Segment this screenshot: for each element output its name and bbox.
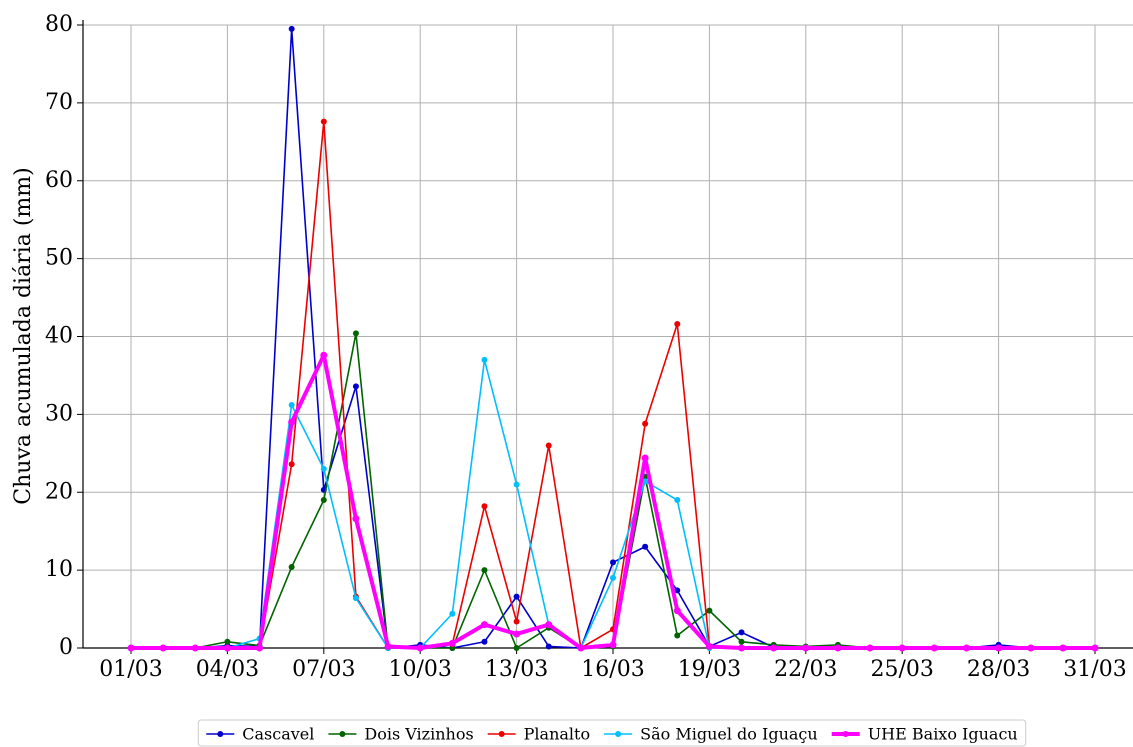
data-point <box>577 644 585 652</box>
data-point <box>513 645 520 651</box>
x-tick-label: 19/03 <box>678 657 741 682</box>
x-tick-label: 28/03 <box>967 657 1030 682</box>
data-point <box>384 642 392 650</box>
data-point <box>1091 644 1099 652</box>
x-tick-label: 22/03 <box>774 657 837 682</box>
data-point <box>224 638 231 645</box>
data-point <box>513 630 521 638</box>
data-point <box>834 644 842 652</box>
data-point <box>673 607 681 615</box>
data-point <box>545 643 552 650</box>
data-point <box>641 454 649 462</box>
y-tick-label: 70 <box>45 90 73 115</box>
data-point <box>513 593 520 600</box>
data-point <box>642 478 649 485</box>
legend-marker <box>498 731 505 737</box>
data-point <box>352 330 359 337</box>
data-point <box>481 503 488 510</box>
x-tick-label: 10/03 <box>388 657 451 682</box>
x-tick-label: 04/03 <box>196 657 259 682</box>
data-point <box>127 644 135 652</box>
legend-marker <box>842 731 849 737</box>
legend-marker <box>217 731 224 737</box>
data-point <box>256 644 264 652</box>
y-tick-label: 50 <box>45 246 73 271</box>
data-point <box>288 418 296 426</box>
legend-label: São Miguel do Iguaçu <box>640 725 818 744</box>
data-point <box>223 644 231 652</box>
data-point <box>481 638 488 645</box>
data-point <box>674 587 681 594</box>
x-tick-label: 31/03 <box>1063 657 1126 682</box>
data-point <box>642 543 649 550</box>
y-tick-label: 60 <box>45 168 73 193</box>
data-point <box>642 420 649 427</box>
data-point <box>802 644 810 652</box>
legend-box <box>197 719 1027 747</box>
data-point <box>288 25 295 32</box>
data-point <box>1059 644 1067 652</box>
y-tick-label: 80 <box>45 12 73 37</box>
x-tick-label: 01/03 <box>99 657 162 682</box>
legend-label: Cascavel <box>242 725 314 744</box>
data-point <box>352 515 360 523</box>
data-point <box>770 644 778 652</box>
data-point <box>545 442 552 449</box>
data-point <box>448 639 456 647</box>
data-point <box>191 644 199 652</box>
data-point <box>610 559 616 566</box>
data-point <box>288 402 295 409</box>
data-point <box>320 118 327 125</box>
y-tick-label: 40 <box>45 324 73 349</box>
data-point <box>513 481 520 488</box>
data-point <box>674 632 681 639</box>
data-point <box>159 644 167 652</box>
data-point <box>609 641 617 649</box>
data-point <box>416 644 424 652</box>
data-point <box>738 638 745 645</box>
data-point <box>930 644 938 652</box>
data-point <box>738 629 745 636</box>
data-point <box>320 351 328 359</box>
data-point <box>962 644 970 652</box>
data-point <box>481 356 488 363</box>
data-point <box>1027 644 1035 652</box>
data-point <box>898 644 906 652</box>
legend-label: Dois Vizinhos <box>364 725 473 744</box>
data-point <box>352 383 359 390</box>
legend: Cascavel Dois Vizinhos Planalto São Miguel … <box>197 719 1027 747</box>
data-point <box>866 644 874 652</box>
data-point <box>481 567 488 574</box>
legend-marker <box>339 731 346 737</box>
x-tick-label: 13/03 <box>485 657 548 682</box>
legend-label: Planalto <box>524 725 590 744</box>
data-point <box>706 607 713 614</box>
data-point <box>288 461 295 468</box>
data-point <box>610 574 616 581</box>
y-tick-label: 10 <box>45 557 73 582</box>
y-axis-label: Chuva acumulada diária (mm) <box>11 167 36 504</box>
data-point <box>320 465 327 472</box>
x-tick-label: 16/03 <box>581 657 644 682</box>
data-point <box>674 497 681 504</box>
data-point <box>288 564 295 571</box>
legend-marker <box>615 731 622 737</box>
data-point <box>320 497 327 504</box>
y-tick-label: 20 <box>45 479 73 504</box>
y-tick-label: 30 <box>45 401 73 426</box>
data-point <box>995 644 1003 652</box>
data-point <box>705 642 713 650</box>
y-tick-label: 0 <box>59 635 73 660</box>
data-point <box>545 621 553 629</box>
data-point <box>352 595 359 602</box>
x-tick-label: 25/03 <box>870 657 933 682</box>
legend-label: UHE Baixo Iguacu <box>868 725 1018 744</box>
data-point <box>513 618 520 625</box>
data-point <box>738 644 746 652</box>
data-point <box>449 610 456 617</box>
data-point <box>480 621 488 629</box>
data-point <box>674 321 681 328</box>
x-tick-label: 07/03 <box>292 657 355 682</box>
